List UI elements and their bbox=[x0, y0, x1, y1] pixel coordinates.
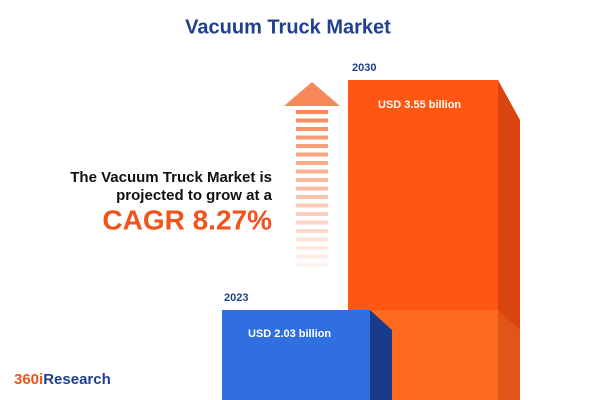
arrow-stripe bbox=[296, 263, 328, 267]
headline-line: projected to grow at a bbox=[116, 187, 273, 204]
headline-line: The Vacuum Truck Market is bbox=[70, 169, 272, 186]
arrow-stripe bbox=[296, 203, 328, 208]
arrow-stripe bbox=[296, 135, 328, 140]
logo-prefix: 360i bbox=[14, 371, 43, 388]
arrow-stripe bbox=[296, 220, 328, 225]
arrow-stripe bbox=[296, 246, 328, 250]
cagr: CAGR 8.27% bbox=[102, 204, 272, 235]
arrow-stripe bbox=[296, 195, 328, 199]
arrow-stripe bbox=[296, 254, 328, 259]
growth-arrow bbox=[284, 82, 340, 267]
bar-2023 bbox=[222, 310, 392, 400]
arrow-stripe bbox=[296, 110, 328, 114]
logo: 360iResearch bbox=[14, 371, 111, 388]
year-label: 2023 bbox=[224, 292, 248, 304]
arrow-stripe bbox=[296, 127, 328, 131]
arrow-stripe bbox=[296, 161, 328, 165]
arrow-stripe bbox=[296, 237, 328, 242]
arrow-stripe bbox=[296, 178, 328, 182]
arrow-stripe bbox=[296, 152, 328, 157]
value-label: USD 2.03 billion bbox=[248, 328, 331, 340]
value-label: USD 3.55 billion bbox=[378, 99, 461, 111]
arrow-stripe bbox=[296, 212, 328, 216]
arrow-stripe bbox=[296, 144, 328, 148]
year-label: 2030 bbox=[352, 62, 376, 74]
title: Vacuum Truck Market bbox=[185, 16, 391, 38]
arrow-stripe bbox=[296, 229, 328, 233]
arrow-stripe bbox=[296, 186, 328, 191]
arrow-stripe bbox=[296, 118, 328, 123]
arrow-stripe bbox=[296, 169, 328, 174]
logo-suffix: Research bbox=[43, 371, 111, 388]
